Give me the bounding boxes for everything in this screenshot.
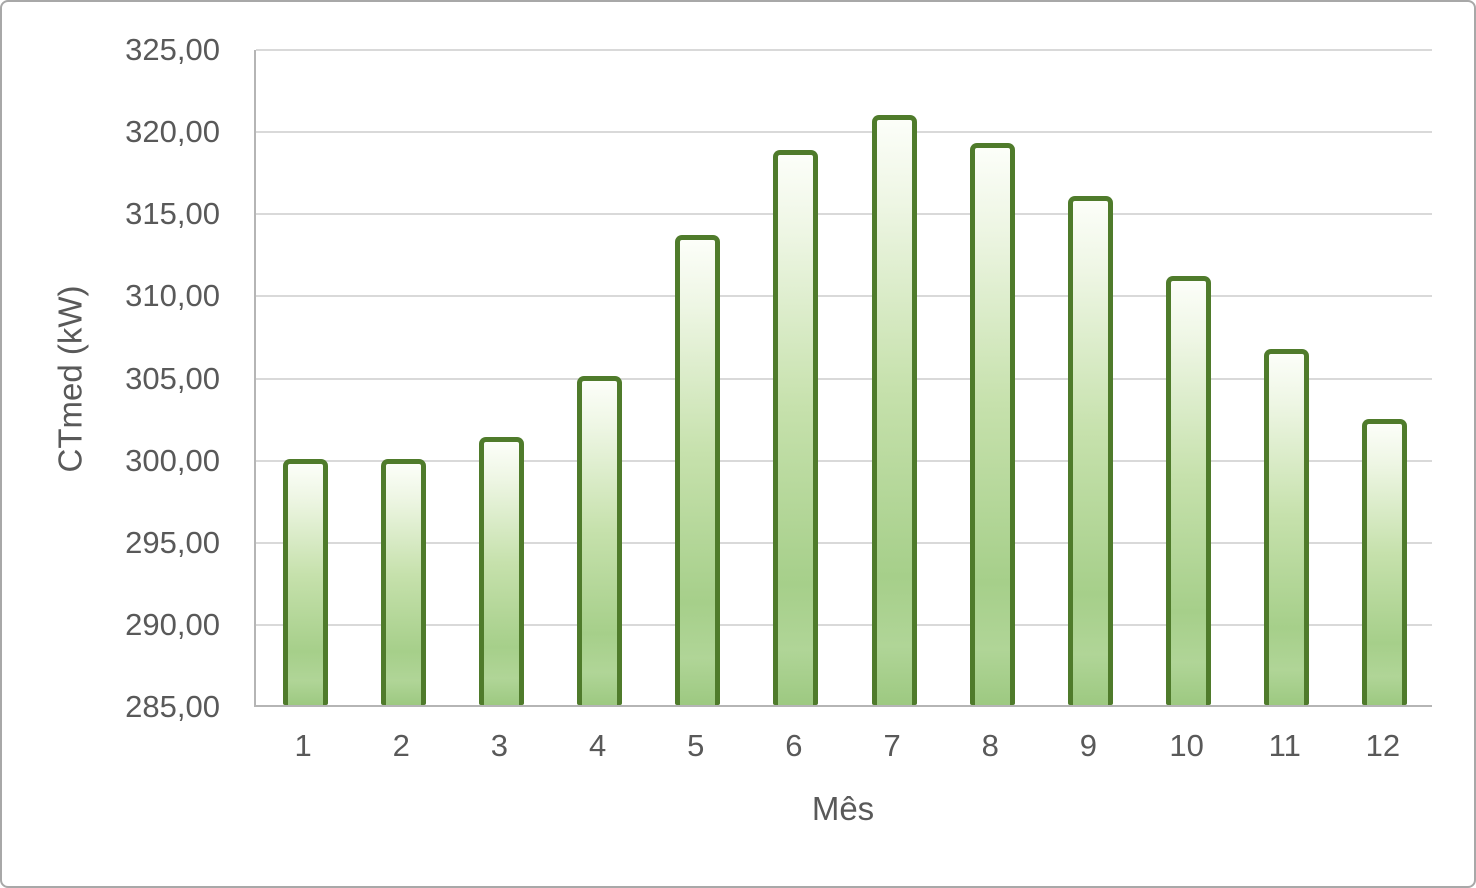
- x-tick-label: 2: [392, 728, 410, 763]
- x-tick-label: 12: [1365, 728, 1401, 763]
- gridline-315,00: [256, 213, 1432, 216]
- y-tick-label: 325,00: [125, 32, 220, 67]
- x-tick-label: 10: [1169, 728, 1204, 763]
- bar-month-5: [675, 235, 721, 705]
- x-tick-label: 4: [588, 728, 607, 763]
- bar-month-8: [969, 143, 1015, 705]
- y-tick-label: 285,00: [125, 689, 220, 724]
- y-tick-label: 290,00: [125, 606, 220, 642]
- y-tick-label: 320,00: [125, 114, 220, 150]
- x-tick-label: 1: [294, 728, 312, 763]
- x-tick-label: 3: [490, 728, 509, 763]
- y-tick-label: 305,00: [125, 360, 220, 396]
- gridline-305,00: [256, 377, 1432, 380]
- gridline-325,00: [256, 49, 1432, 51]
- y-tick-label: 315,00: [125, 196, 220, 232]
- x-tick-label: 6: [785, 728, 803, 763]
- bar-month-10: [1166, 276, 1212, 705]
- x-axis-title: Mês: [811, 790, 875, 827]
- x-tick-label: 5: [687, 728, 705, 763]
- bar-month-1: [282, 459, 328, 705]
- gridline-295,00: [256, 541, 1432, 544]
- x-tick-label: 7: [883, 728, 901, 763]
- plot-area: [254, 49, 1432, 707]
- y-tick-label: 295,00: [125, 524, 220, 560]
- gridline-320,00: [256, 131, 1432, 134]
- x-tick-label: 8: [981, 728, 999, 763]
- bar-month-3: [478, 437, 524, 705]
- bar-month-2: [380, 459, 426, 705]
- bar-month-11: [1264, 349, 1310, 705]
- x-tick-label: 11: [1268, 728, 1301, 763]
- gridline-300,00: [256, 459, 1432, 462]
- bar-month-12: [1362, 419, 1408, 705]
- gridline-310,00: [256, 295, 1432, 298]
- x-tick-label: 9: [1079, 728, 1098, 763]
- bar-month-6: [773, 150, 819, 705]
- gridline-290,00: [256, 623, 1432, 626]
- bar-month-9: [1067, 196, 1113, 705]
- y-tick-label: 310,00: [125, 278, 220, 314]
- bar-month-4: [577, 376, 623, 705]
- y-tick-label: 300,00: [125, 442, 220, 478]
- bar-month-7: [871, 115, 917, 705]
